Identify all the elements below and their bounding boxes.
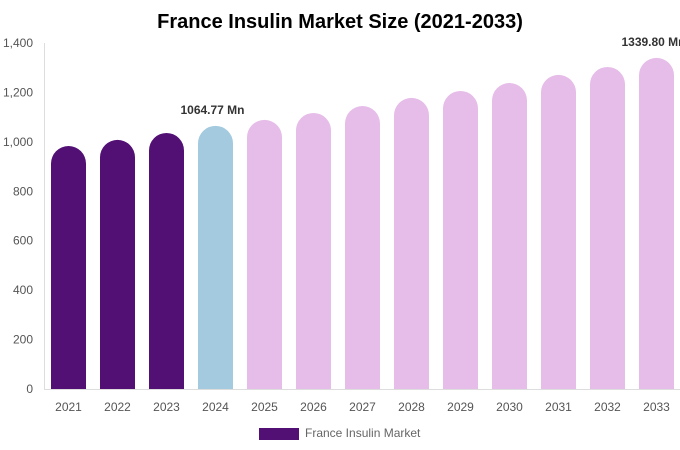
x-tick-label: 2021 xyxy=(55,400,82,414)
x-tick-label: 2033 xyxy=(643,400,670,414)
x-tick-label: 2032 xyxy=(594,400,621,414)
bar-2021[interactable] xyxy=(51,146,86,389)
legend-label[interactable]: France Insulin Market xyxy=(305,426,421,440)
y-tick-label: 1,200 xyxy=(3,85,33,99)
bar-2024[interactable] xyxy=(198,125,233,390)
x-tick-label: 2023 xyxy=(153,400,180,414)
bar-2027[interactable] xyxy=(345,106,380,390)
data-label-2033: 1339.80 Mn xyxy=(621,35,680,49)
y-tick-label: 1,400 xyxy=(3,36,33,50)
y-tick-label: 1,000 xyxy=(3,135,33,149)
x-tick-label: 2031 xyxy=(545,400,572,414)
x-tick-label: 2027 xyxy=(349,400,376,414)
bar-2030[interactable] xyxy=(492,83,527,389)
bar-2032[interactable] xyxy=(590,66,625,390)
chart-title: France Insulin Market Size (2021-2033) xyxy=(157,11,523,33)
y-tick-label: 600 xyxy=(13,234,33,248)
legend-swatch[interactable] xyxy=(259,428,299,440)
y-tick-label: 0 xyxy=(26,382,33,396)
bar-2026[interactable] xyxy=(296,112,331,390)
y-tick-label: 800 xyxy=(13,184,33,198)
bar-2029[interactable] xyxy=(443,90,478,390)
bar-2022[interactable] xyxy=(100,139,135,389)
bar-2025[interactable] xyxy=(247,119,282,389)
data-label-2024: 1064.77 Mn xyxy=(180,103,244,117)
bar-2033[interactable] xyxy=(639,57,674,390)
y-tick-label: 400 xyxy=(13,283,33,297)
x-tick-label: 2028 xyxy=(398,400,425,414)
x-tick-label: 2024 xyxy=(202,400,229,414)
x-tick-label: 2025 xyxy=(251,400,278,414)
x-tick-label: 2026 xyxy=(300,400,327,414)
x-tick-label: 2030 xyxy=(496,400,523,414)
x-tick-label: 2022 xyxy=(104,400,131,414)
y-tick-label: 200 xyxy=(13,333,33,347)
bar-2028[interactable] xyxy=(394,97,429,389)
x-tick-label: 2029 xyxy=(447,400,474,414)
bar-2023[interactable] xyxy=(149,132,184,389)
bar-2031[interactable] xyxy=(541,74,576,389)
